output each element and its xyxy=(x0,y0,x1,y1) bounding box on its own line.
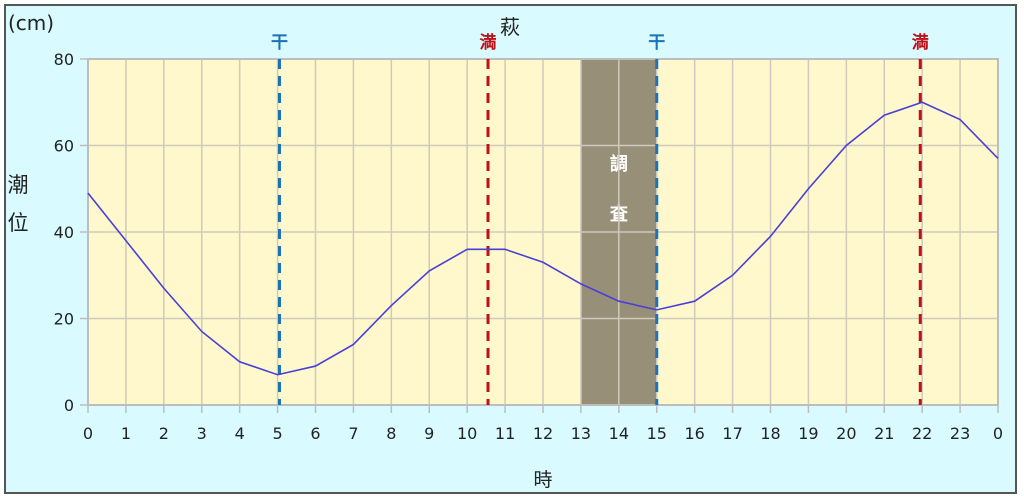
y-tick-label: 40 xyxy=(54,223,74,242)
y-axis-title-char: 位 xyxy=(8,211,29,235)
tide-marker-label: 干 xyxy=(648,33,665,53)
x-tick-label: 15 xyxy=(647,424,667,443)
x-tick-label: 17 xyxy=(722,424,742,443)
x-tick-label: 14 xyxy=(609,424,629,443)
tide-markers: 干満干満 xyxy=(271,32,929,405)
x-tick-label: 21 xyxy=(874,424,894,443)
x-tick-label: 6 xyxy=(310,424,320,443)
x-tick-label: 7 xyxy=(348,424,358,443)
x-tick-label: 13 xyxy=(571,424,591,443)
x-tick-label: 11 xyxy=(495,424,515,443)
x-tick-label: 5 xyxy=(272,424,282,443)
x-tick-label: 8 xyxy=(386,424,396,443)
y-axis-title: 潮位 xyxy=(8,173,29,235)
x-tick-label: 12 xyxy=(533,424,553,443)
y-tick-label: 20 xyxy=(54,310,74,329)
x-tick-label: 23 xyxy=(950,424,970,443)
x-tick-label: 10 xyxy=(457,424,477,443)
x-tick-label: 22 xyxy=(912,424,932,443)
unit-label: (cm) xyxy=(8,11,54,35)
chart-title: 萩 xyxy=(500,15,520,39)
x-tick-label: 4 xyxy=(235,424,245,443)
tide-marker-label: 干 xyxy=(271,33,288,53)
tide-marker-label: 満 xyxy=(912,32,929,53)
y-axis-title-char: 潮 xyxy=(8,173,29,197)
x-axis-title: 時 xyxy=(533,469,552,491)
x-tick-label: 1 xyxy=(121,424,131,443)
x-tick-label: 18 xyxy=(760,424,780,443)
x-tick-label: 20 xyxy=(836,424,856,443)
y-tick-label: 60 xyxy=(54,137,74,156)
x-tick-label: 19 xyxy=(798,424,818,443)
x-tick-label: 0 xyxy=(83,424,93,443)
x-tick-label: 9 xyxy=(424,424,434,443)
x-tick-label: 2 xyxy=(159,424,169,443)
tide-marker-label: 満 xyxy=(480,32,497,53)
y-tick-label: 0 xyxy=(64,396,74,415)
y-tick-label: 80 xyxy=(54,50,74,69)
tide-level-line xyxy=(87,101,999,376)
x-tick-label: 0 xyxy=(993,424,1003,443)
x-tick-label: 3 xyxy=(197,424,207,443)
x-tick-label: 16 xyxy=(684,424,704,443)
